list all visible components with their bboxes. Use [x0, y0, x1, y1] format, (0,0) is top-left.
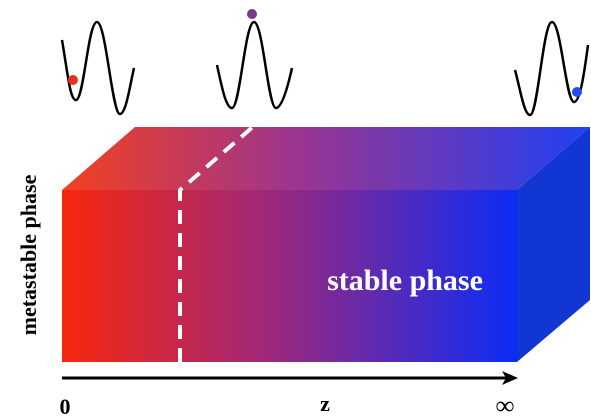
box-top	[62, 127, 590, 190]
box-side	[517, 127, 590, 362]
front-label: stable phase	[327, 264, 483, 297]
side-label: metastable phase	[16, 174, 41, 335]
front-boundary	[178, 123, 257, 362]
z-arrowhead	[502, 371, 518, 385]
potential-left	[60, 20, 136, 116]
box-front	[62, 190, 517, 362]
axis-end-label: ∞	[496, 391, 515, 420]
potential-right	[513, 20, 590, 117]
particle-red	[68, 75, 78, 85]
potential-middle	[215, 20, 294, 110]
particle-blue	[572, 87, 582, 97]
axis-start-label: 0	[60, 394, 71, 419]
particle-purple	[247, 9, 257, 19]
axis-label: z	[320, 391, 330, 416]
